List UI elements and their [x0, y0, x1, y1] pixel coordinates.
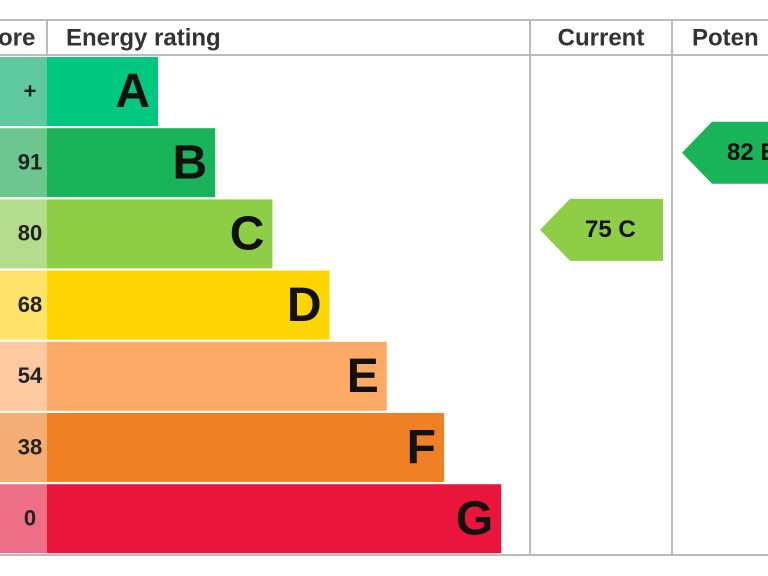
rating-letter: B — [173, 136, 208, 189]
score-range: 80 — [18, 221, 42, 246]
score-cell — [0, 199, 47, 269]
rating-letter: G — [456, 492, 493, 545]
rating-letter: E — [347, 350, 379, 403]
score-range: 38 — [18, 434, 42, 459]
rating-letter: F — [407, 421, 436, 474]
rating-bar — [47, 199, 273, 269]
rating-bar — [47, 57, 158, 126]
rating-bar — [47, 341, 387, 411]
score-cell — [0, 413, 47, 482]
rating-header: Energy rating — [66, 24, 221, 51]
score-range: + — [24, 78, 37, 103]
score-range: 91 — [18, 150, 42, 175]
current-label: 75 C — [585, 216, 636, 243]
rating-bar — [47, 270, 330, 340]
potential-label: 82 B — [727, 139, 768, 166]
rating-bar — [47, 128, 216, 198]
rating-letter: C — [230, 208, 265, 261]
current-header: Current — [558, 24, 645, 51]
score-cell — [0, 341, 47, 411]
score-cell — [0, 484, 47, 554]
score-header: ore — [0, 24, 35, 51]
score-cell — [0, 128, 47, 198]
score-range: 0 — [24, 506, 36, 531]
rating-bar — [47, 413, 444, 482]
rating-bar — [47, 484, 502, 554]
score-range: 68 — [18, 292, 42, 317]
rating-letter: D — [287, 279, 322, 332]
current-arrow — [540, 198, 663, 261]
potential-header: Poten — [692, 24, 759, 51]
rating-letter: A — [115, 65, 150, 118]
potential-arrow — [682, 121, 768, 184]
score-range: 54 — [18, 363, 43, 388]
score-cell — [0, 57, 47, 126]
score-cell — [0, 270, 47, 340]
